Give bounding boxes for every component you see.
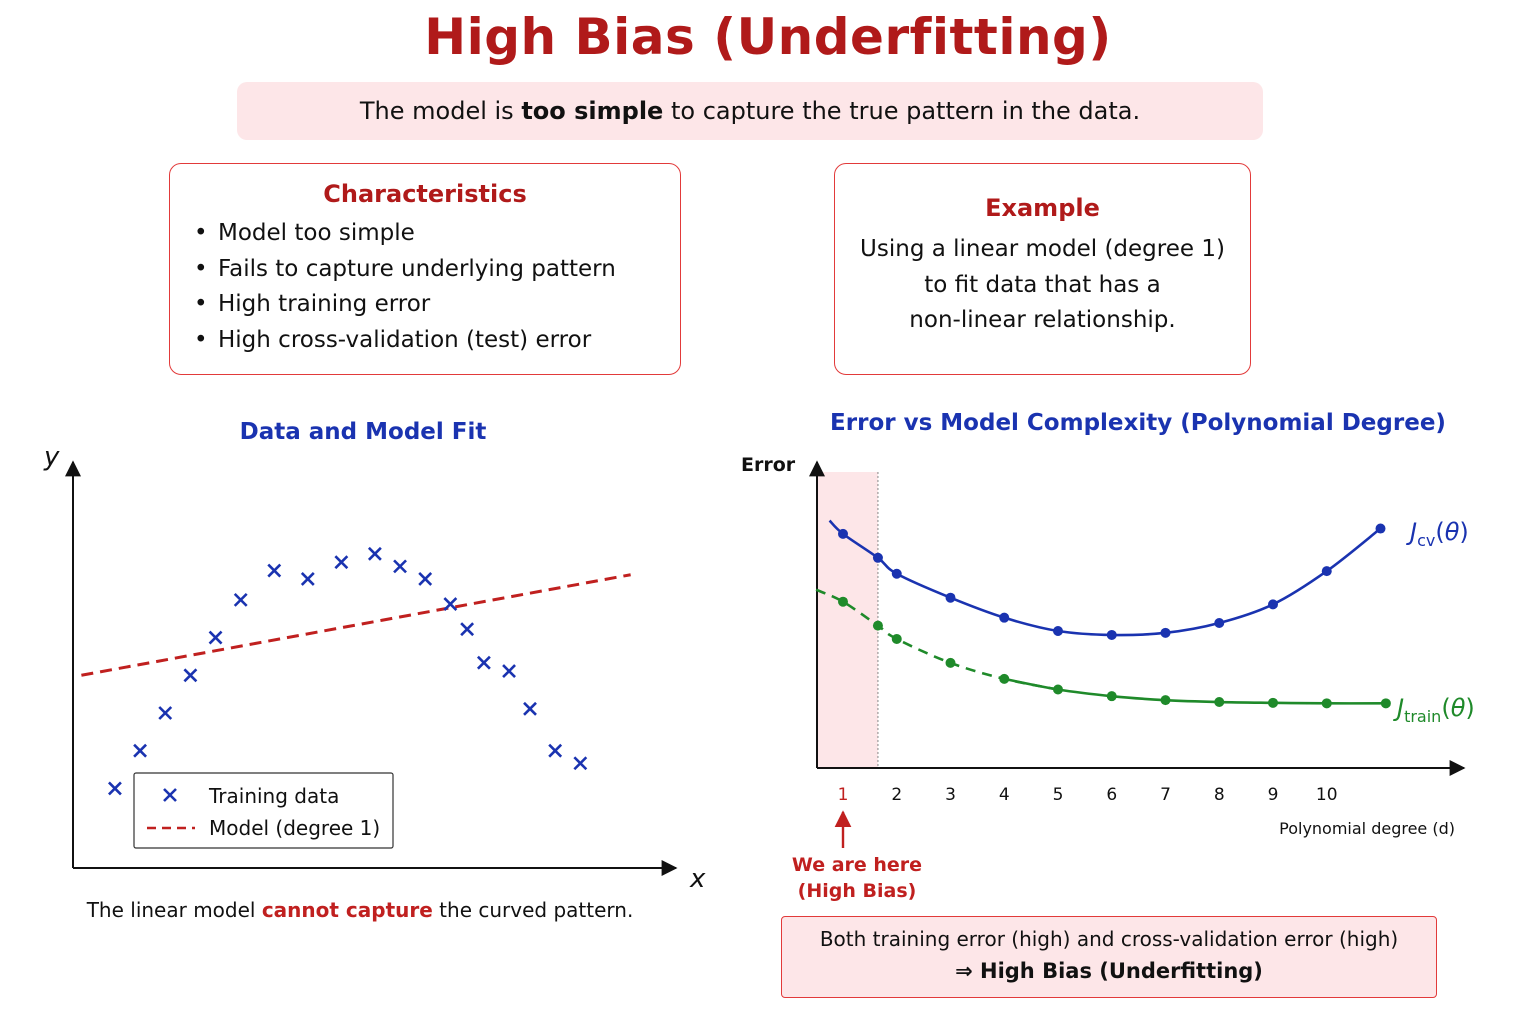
training-point xyxy=(334,555,349,570)
jcv-point xyxy=(945,592,956,603)
jcv-point xyxy=(1214,617,1225,628)
jcv-point xyxy=(1106,629,1117,640)
jtrain-point xyxy=(1106,691,1117,702)
training-point xyxy=(393,559,407,574)
characteristics-title: Characteristics xyxy=(323,180,527,208)
example-line: non-linear relationship. xyxy=(909,307,1176,333)
characteristics-list: Model too simple Fails to capture underl… xyxy=(170,216,680,358)
list-item: High cross-validation (test) error xyxy=(192,323,680,359)
x-tick-label: 1 xyxy=(838,785,849,805)
jcv-point xyxy=(1268,599,1278,610)
jcv-point xyxy=(891,568,902,579)
right-chart-marks: 1 2 3 4 5 6 7 8 9 10 xyxy=(815,519,1391,805)
characteristics-card: Characteristics Model too simple Fails t… xyxy=(169,163,681,375)
left-chart-caption: The linear model cannot capture the curv… xyxy=(0,898,720,922)
jtrain-point xyxy=(838,596,848,607)
jtrain-point xyxy=(1160,695,1171,706)
training-point xyxy=(502,664,516,679)
example-line: Using a linear model (degree 1) xyxy=(860,236,1225,262)
left-x-label: x xyxy=(689,864,706,894)
training-point xyxy=(267,563,282,578)
subtitle-banner: The model is too simple to capture the t… xyxy=(237,82,1263,140)
left-chart-title: Data and Model Fit xyxy=(240,419,487,445)
caption-after: the curved pattern. xyxy=(432,898,634,922)
jcv-label: Jcv(θ) xyxy=(1406,518,1469,550)
list-item: Model too simple xyxy=(192,216,680,252)
jtrain-point xyxy=(1380,698,1391,709)
caption-emphasis: cannot capture xyxy=(261,898,433,922)
jcv-point xyxy=(1053,625,1063,636)
jcv-point xyxy=(999,612,1010,623)
jcv-point xyxy=(1160,627,1171,638)
jcv-point xyxy=(838,528,848,539)
jtrain-point xyxy=(999,673,1010,684)
training-point xyxy=(300,572,315,586)
right-x-label: Polynomial degree (d) xyxy=(1279,819,1455,838)
training-point xyxy=(133,743,148,758)
subtitle-before: The model is xyxy=(359,97,522,125)
legend-x-marker-icon xyxy=(163,788,177,802)
x-tick-label: 6 xyxy=(1106,785,1117,805)
training-point xyxy=(208,630,223,645)
training-point xyxy=(233,592,248,607)
jtrain-point xyxy=(1053,684,1063,695)
training-point xyxy=(460,622,475,637)
jcv-point xyxy=(872,552,883,563)
training-point xyxy=(158,706,173,720)
example-card: Example Using a linear model (degree 1) … xyxy=(834,163,1251,375)
caption-before: The linear model xyxy=(86,898,262,922)
x-tick-label: 3 xyxy=(945,785,956,805)
list-item: Fails to capture underlying pattern xyxy=(192,252,680,288)
list-item: High training error xyxy=(192,287,680,323)
jtrain-label: Jtrain(θ) xyxy=(1393,694,1475,726)
legend-training-label: Training data xyxy=(208,784,339,808)
jtrain-point xyxy=(1321,698,1332,709)
training-point xyxy=(367,546,382,561)
jtrain-point xyxy=(891,633,902,644)
page-title: High Bias (Underfitting) xyxy=(424,8,1112,66)
annotation-line2: (High Bias) xyxy=(798,880,917,902)
training-point xyxy=(418,572,433,586)
high-bias-region xyxy=(817,472,878,768)
x-tick-label: 4 xyxy=(999,785,1010,805)
legend-model-label: Model (degree 1) xyxy=(209,816,380,840)
jtrain-point xyxy=(945,657,956,668)
annotation-line1: We are here xyxy=(792,854,922,876)
jtrain-point xyxy=(1268,697,1278,708)
conclusion-line2: ⇒ High Bias (Underfitting) xyxy=(955,959,1263,983)
jcv-point xyxy=(1321,566,1332,577)
left-chart-marks xyxy=(81,546,631,796)
training-point xyxy=(183,668,198,683)
x-tick-label: 8 xyxy=(1214,785,1225,805)
training-point xyxy=(476,655,491,670)
x-tick-label: 10 xyxy=(1316,785,1338,805)
left-y-label: y xyxy=(43,442,60,472)
subtitle-after: to capture the true pattern in the data. xyxy=(663,97,1141,125)
example-title: Example xyxy=(985,194,1100,222)
training-point xyxy=(548,743,563,758)
x-tick-label: 2 xyxy=(891,785,902,805)
training-point xyxy=(523,701,537,716)
left-legend xyxy=(133,772,394,849)
jtrain-point xyxy=(872,620,883,631)
training-point xyxy=(443,597,458,611)
subtitle-bold: too simple xyxy=(521,97,664,125)
jcv-point xyxy=(1375,523,1386,534)
training-point xyxy=(108,781,122,796)
conclusion-line1: Both training error (high) and cross-val… xyxy=(819,927,1399,951)
example-line: to fit data that has a xyxy=(924,271,1161,298)
model-fit-line xyxy=(81,573,631,677)
subtitle-text: The model is too simple to capture the t… xyxy=(360,97,1140,125)
jcv-curve xyxy=(828,519,1382,637)
example-body: Using a linear model (degree 1) to fit d… xyxy=(835,232,1250,339)
x-tick-label: 9 xyxy=(1268,785,1279,805)
right-y-label: Error xyxy=(741,454,796,476)
x-tick-label: 7 xyxy=(1160,785,1171,805)
conclusion-box: Both training error (high) and cross-val… xyxy=(781,916,1437,998)
right-chart-title: Error vs Model Complexity (Polynomial De… xyxy=(830,410,1446,436)
x-tick-label: 5 xyxy=(1053,785,1064,805)
training-point xyxy=(573,756,588,771)
jtrain-point xyxy=(1214,697,1225,708)
